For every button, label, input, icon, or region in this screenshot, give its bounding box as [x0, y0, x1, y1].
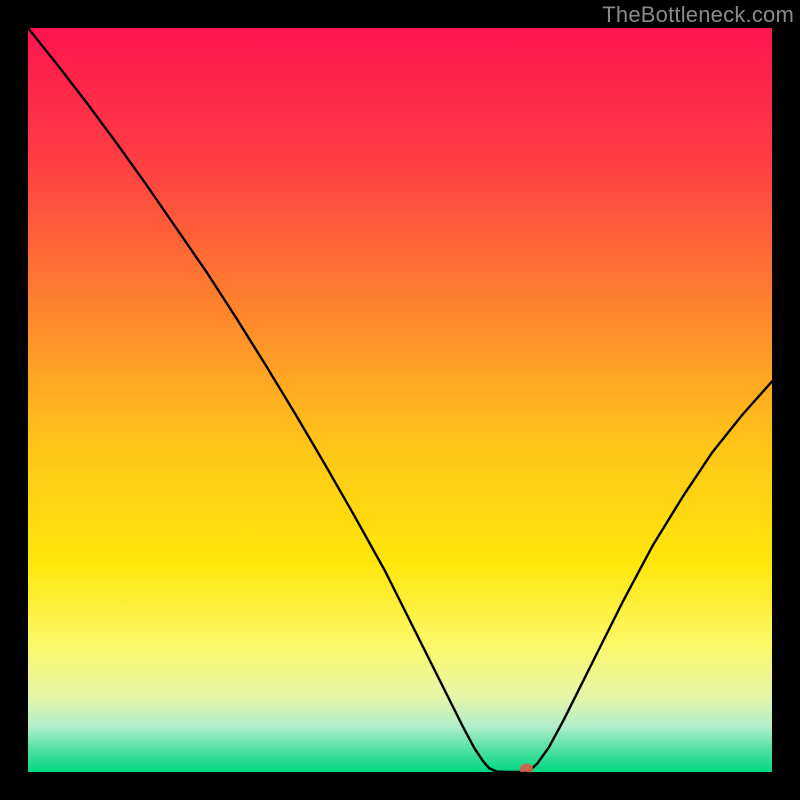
plot-frame	[28, 28, 772, 772]
bottleneck-curve	[28, 28, 772, 772]
watermark-text: TheBottleneck.com	[602, 2, 794, 28]
optimum-marker	[520, 763, 533, 772]
curve-svg	[28, 28, 772, 772]
chart-stage: TheBottleneck.com	[0, 0, 800, 800]
plot-area	[28, 28, 772, 772]
